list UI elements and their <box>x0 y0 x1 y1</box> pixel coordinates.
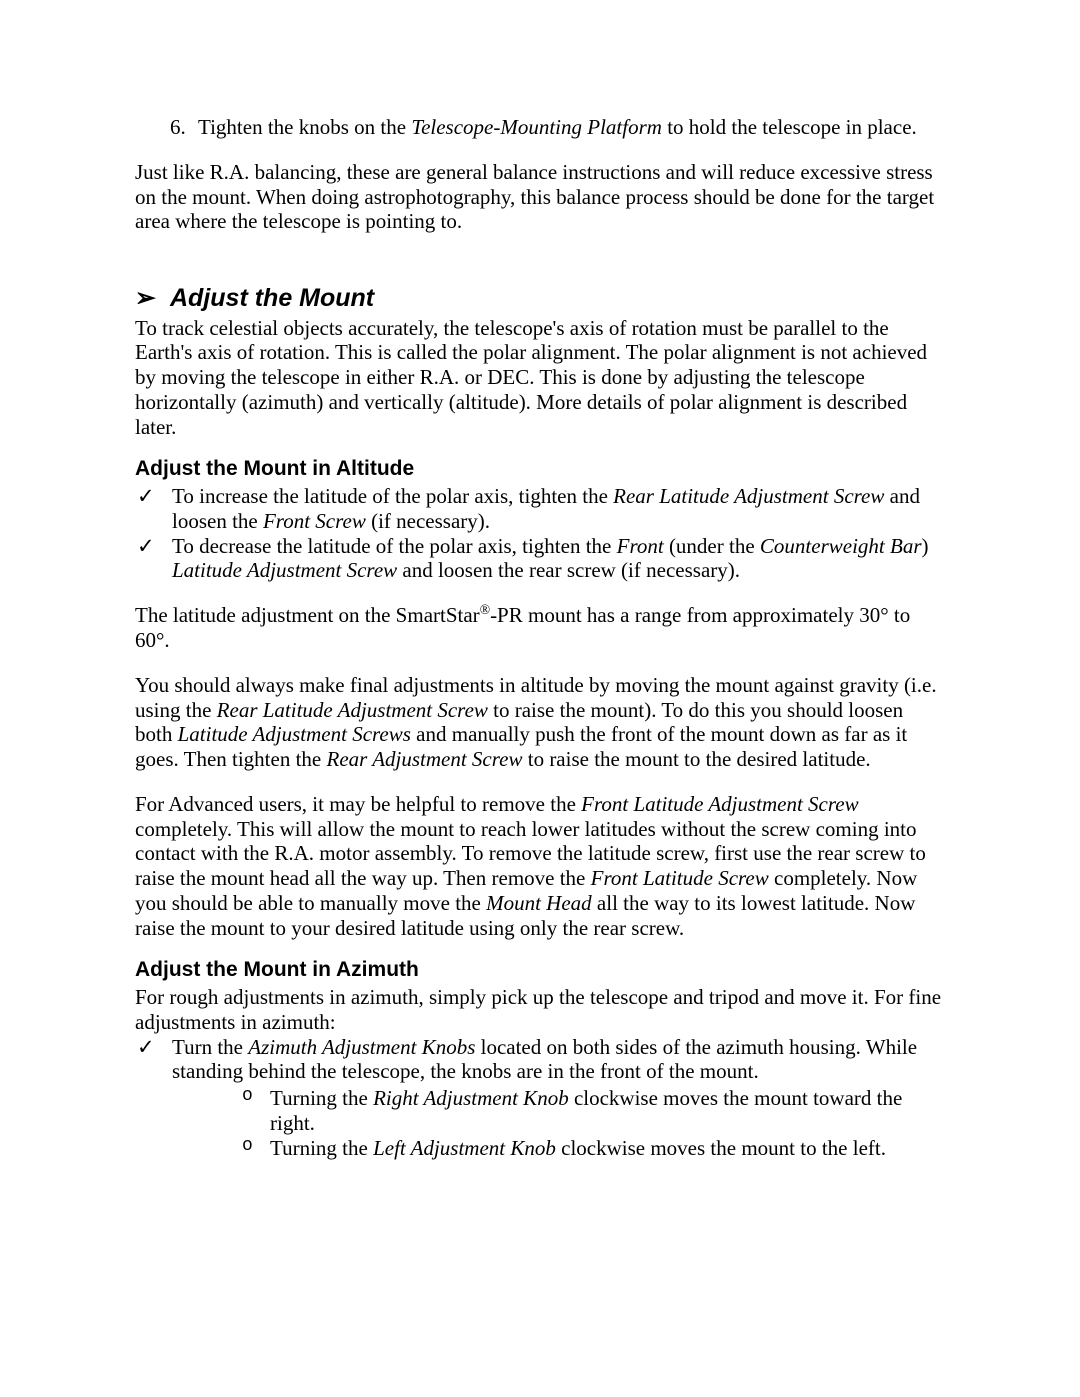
check-body: Turn the Azimuth Adjustment Knobs locate… <box>172 1035 945 1161</box>
check-icon: ✓ <box>135 484 172 534</box>
term: Counterweight Bar <box>760 534 922 558</box>
list-body: Tighten the knobs on the Telescope-Mount… <box>198 115 945 140</box>
term: Rear Latitude Adjustment Screw <box>217 698 488 722</box>
list-number: 6. <box>170 115 198 140</box>
check-icon: ✓ <box>135 1035 172 1161</box>
sub-list: o Turning the Right Adjustment Knob cloc… <box>242 1086 945 1160</box>
term: Front Latitude Screw <box>591 866 769 890</box>
text: ) <box>922 534 929 558</box>
text: For Advanced users, it may be helpful to… <box>135 792 581 816</box>
paragraph: The latitude adjustment on the SmartStar… <box>135 603 945 653</box>
text: Turn the <box>172 1035 248 1059</box>
heading-altitude: Adjust the Mount in Altitude <box>135 457 945 482</box>
circle-icon: o <box>242 1136 270 1161</box>
text: (under the <box>664 534 760 558</box>
term: Right Adjustment Knob <box>373 1086 569 1110</box>
check-body: To decrease the latitude of the polar ax… <box>172 534 945 584</box>
heading-adjust-mount: ➢ Adjust the Mount <box>135 284 945 314</box>
ordered-list-item-6: 6. Tighten the knobs on the Telescope-Mo… <box>170 115 945 140</box>
text: to raise the mount to the desired latitu… <box>522 747 870 771</box>
circle-icon: o <box>242 1086 270 1136</box>
term: Azimuth Adjustment Knobs <box>248 1035 475 1059</box>
check-body: To increase the latitude of the polar ax… <box>172 484 945 534</box>
term: Front Latitude Adjustment Screw <box>581 792 858 816</box>
check-item: ✓ To decrease the latitude of the polar … <box>135 534 945 584</box>
term: Front Screw <box>263 509 366 533</box>
paragraph: For rough adjustments in azimuth, simply… <box>135 985 945 1035</box>
sub-body: Turning the Left Adjustment Knob clockwi… <box>270 1136 945 1161</box>
paragraph: You should always make final adjustments… <box>135 673 945 772</box>
text: clockwise moves the mount to the left. <box>556 1136 886 1160</box>
paragraph: Just like R.A. balancing, these are gene… <box>135 160 945 234</box>
paragraph: To track celestial objects accurately, t… <box>135 316 945 440</box>
term: Mount Head <box>486 891 592 915</box>
registered-mark: ® <box>480 602 490 617</box>
sub-item: o Turning the Left Adjustment Knob clock… <box>242 1136 945 1161</box>
text: Turning the <box>270 1136 373 1160</box>
text: To decrease the latitude of the polar ax… <box>172 534 617 558</box>
term: Front <box>617 534 664 558</box>
check-item: ✓ To increase the latitude of the polar … <box>135 484 945 534</box>
sub-item: o Turning the Right Adjustment Knob cloc… <box>242 1086 945 1136</box>
text: (if necessary). <box>366 509 490 533</box>
paragraph: For Advanced users, it may be helpful to… <box>135 792 945 941</box>
term: Latitude Adjustment Screws <box>178 722 411 746</box>
text: To increase the latitude of the polar ax… <box>172 484 613 508</box>
check-item: ✓ Turn the Azimuth Adjustment Knobs loca… <box>135 1035 945 1161</box>
heading-text: Adjust the Mount <box>170 284 945 314</box>
term: Latitude Adjustment Screw <box>172 558 397 582</box>
term: Rear Adjustment Screw <box>327 747 523 771</box>
sub-body: Turning the Right Adjustment Knob clockw… <box>270 1086 945 1136</box>
term: Left Adjustment Knob <box>373 1136 556 1160</box>
check-list-altitude: ✓ To increase the latitude of the polar … <box>135 484 945 583</box>
term: Telescope-Mounting Platform <box>411 115 662 139</box>
text: The latitude adjustment on the SmartStar <box>135 603 480 627</box>
check-list-azimuth: ✓ Turn the Azimuth Adjustment Knobs loca… <box>135 1035 945 1161</box>
check-icon: ✓ <box>135 534 172 584</box>
document-page: 6. Tighten the knobs on the Telescope-Mo… <box>0 0 1080 1397</box>
text: to hold the telescope in place. <box>662 115 917 139</box>
text: Turning the <box>270 1086 373 1110</box>
arrow-icon: ➢ <box>135 284 170 314</box>
term: Rear Latitude Adjustment Screw <box>613 484 884 508</box>
text: Tighten the knobs on the <box>198 115 411 139</box>
heading-azimuth: Adjust the Mount in Azimuth <box>135 958 945 983</box>
text: and loosen the rear screw (if necessary)… <box>397 558 740 582</box>
